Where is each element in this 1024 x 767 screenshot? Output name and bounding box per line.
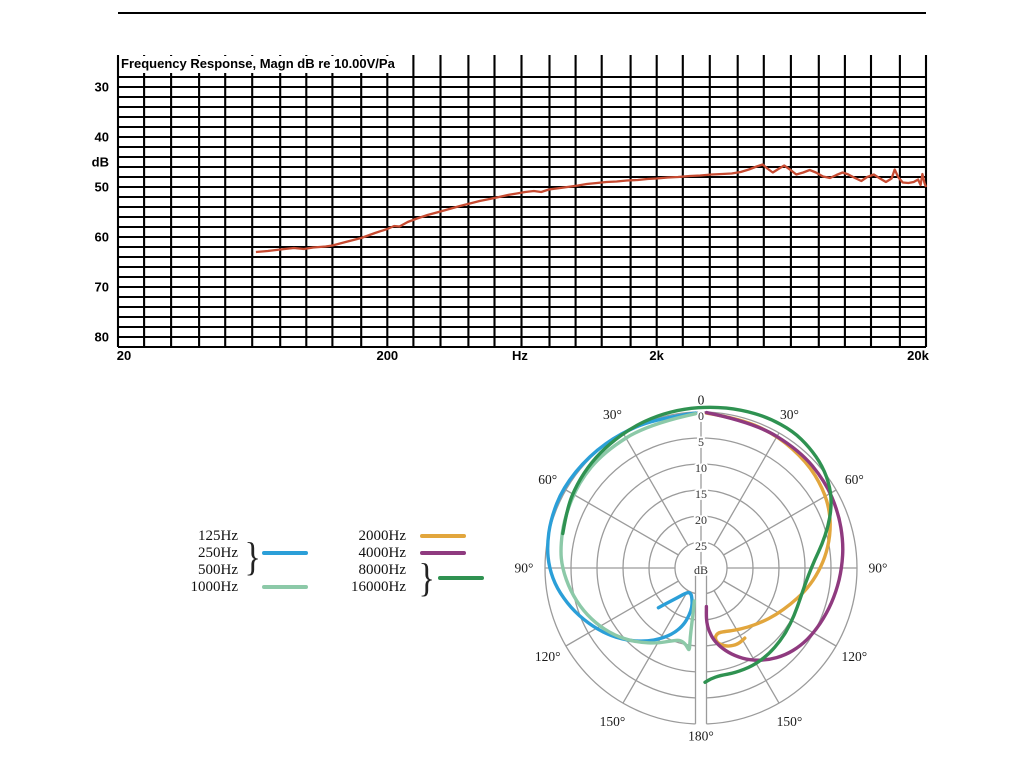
- chart-label: 30°: [780, 407, 799, 422]
- polar-pattern-chart: 030°30°60°60°90°90°120°120°150°150°180°0…: [515, 393, 888, 744]
- chart-label: 60°: [538, 472, 557, 487]
- legend-label-2000hz: 2000Hz: [358, 528, 407, 544]
- fr-response-curve: [255, 163, 928, 254]
- polar-angle-labels: 0 30° 30° 60° 60° 90° 90° 120° 120° 150° 150° 180°: [515, 393, 888, 744]
- fr-grid: [116, 11, 928, 349]
- polar-curve-1000hz: [559, 412, 698, 652]
- fr-y-axis-labels: 30 40 50 60 70 80 dB: [92, 80, 109, 345]
- chart-label: 30°: [603, 407, 622, 422]
- polar-curve-8000-16000hz: [561, 405, 833, 684]
- chart-label: 60: [95, 230, 109, 245]
- chart-label: 2k: [649, 348, 664, 363]
- chart-label: 80: [95, 330, 109, 345]
- chart-label: 30: [95, 80, 109, 95]
- chart-label: 90°: [869, 561, 888, 576]
- legend-line-4000hz: [420, 551, 466, 555]
- chart-label: 40: [95, 130, 109, 145]
- chart-label: 10: [695, 461, 707, 475]
- legend-line-125-500hz: [262, 551, 308, 555]
- chart-label: dB: [694, 563, 708, 577]
- chart-label: 0: [698, 393, 705, 408]
- legend-line-1000hz: [262, 585, 308, 589]
- chart-label: 150°: [777, 714, 803, 729]
- chart-label: 50: [95, 180, 109, 195]
- legend-label-8000hz: 8000Hz: [358, 562, 407, 578]
- polar-db-scale-labels: 0 5 10 15 20 25 dB: [692, 407, 710, 579]
- chart-label: 200: [376, 348, 398, 363]
- legend-label-4000hz: 4000Hz: [358, 545, 407, 561]
- chart-label: 20: [117, 348, 131, 363]
- chart-label: 15: [695, 487, 707, 501]
- chart-label: 180°: [688, 729, 714, 744]
- fr-chart-title: Frequency Response, Magn dB re 10.00V/Pa: [121, 56, 403, 73]
- chart-label: dB: [92, 155, 109, 170]
- legend-label-125hz: 125Hz: [198, 528, 238, 544]
- chart-label: 120°: [535, 649, 561, 664]
- chart-label: 25: [695, 539, 707, 553]
- polar-curve-125-500hz: [545, 411, 698, 643]
- chart-label: 5: [698, 435, 704, 449]
- chart-label: 20k: [907, 348, 929, 363]
- legend-label-500hz: 500Hz: [198, 562, 238, 578]
- chart-label: 150°: [600, 714, 626, 729]
- legend-label-250hz: 250Hz: [198, 545, 238, 561]
- chart-label: 120°: [841, 649, 867, 664]
- chart-label: 0: [698, 409, 704, 423]
- fr-x-axis-labels: 20 200 2k 20k Hz: [117, 348, 930, 363]
- legend-brace-low-frequencies: }: [244, 534, 261, 579]
- legend-line-2000hz: [420, 534, 466, 538]
- polar-bottom-gap: [695, 568, 707, 732]
- chart-label: Hz: [512, 348, 528, 363]
- chart-label: 20: [695, 513, 707, 527]
- chart-label: 90°: [515, 561, 534, 576]
- legend-label-16000hz: 16000Hz: [351, 579, 406, 595]
- legend-line-8000-16000hz: [438, 576, 484, 580]
- legend-brace-high-frequencies: }: [418, 555, 435, 600]
- frequency-response-chart: 30 40 50 60 70 80 dB 20 200 2k 20k Hz: [92, 11, 930, 363]
- polar-curve-4000hz: [704, 410, 845, 662]
- chart-label: 60°: [845, 472, 864, 487]
- legend-label-1000hz: 1000Hz: [190, 579, 239, 595]
- chart-label: 70: [95, 280, 109, 295]
